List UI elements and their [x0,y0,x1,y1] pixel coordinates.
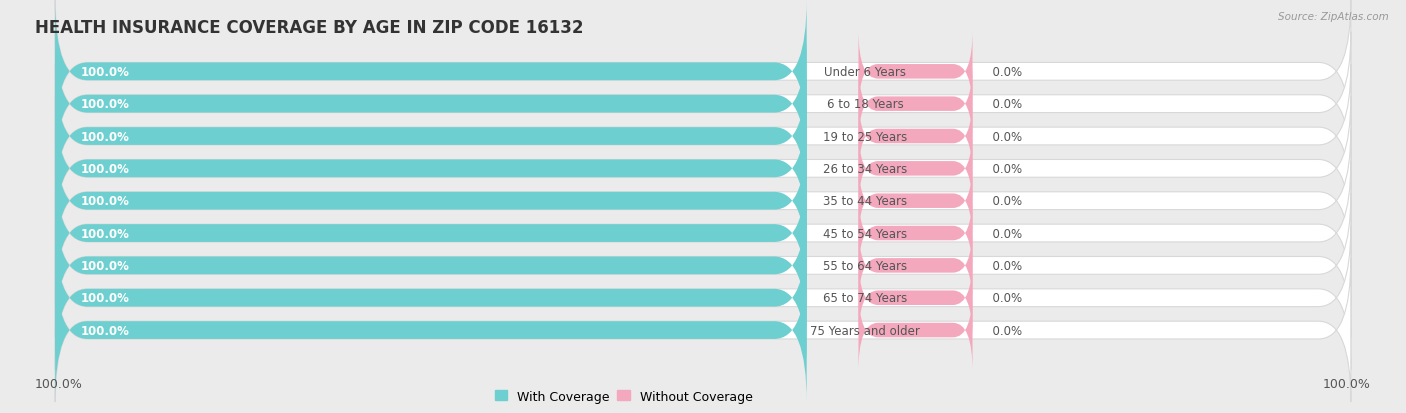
FancyBboxPatch shape [55,65,807,209]
Text: 100.0%: 100.0% [35,377,83,390]
Text: HEALTH INSURANCE COVERAGE BY AGE IN ZIP CODE 16132: HEALTH INSURANCE COVERAGE BY AGE IN ZIP … [35,19,583,36]
Text: 45 to 54 Years: 45 to 54 Years [823,227,907,240]
Text: 0.0%: 0.0% [986,292,1022,304]
Text: 35 to 44 Years: 35 to 44 Years [823,195,907,208]
FancyBboxPatch shape [859,95,973,178]
FancyBboxPatch shape [55,129,1351,273]
Text: 0.0%: 0.0% [986,227,1022,240]
Legend: With Coverage, Without Coverage: With Coverage, Without Coverage [495,390,752,403]
FancyBboxPatch shape [55,33,1351,176]
FancyBboxPatch shape [859,63,973,145]
Text: 65 to 74 Years: 65 to 74 Years [823,292,907,304]
Text: 19 to 25 Years: 19 to 25 Years [823,130,907,143]
FancyBboxPatch shape [55,161,807,305]
FancyBboxPatch shape [55,161,1351,305]
Text: 26 to 34 Years: 26 to 34 Years [823,162,907,176]
FancyBboxPatch shape [859,31,973,113]
Text: 0.0%: 0.0% [986,66,1022,78]
Text: 0.0%: 0.0% [986,162,1022,176]
Text: 55 to 64 Years: 55 to 64 Years [823,259,907,272]
FancyBboxPatch shape [55,0,807,144]
FancyBboxPatch shape [859,128,973,210]
Text: 0.0%: 0.0% [986,195,1022,208]
FancyBboxPatch shape [55,97,1351,241]
FancyBboxPatch shape [55,226,1351,370]
FancyBboxPatch shape [55,194,1351,337]
FancyBboxPatch shape [859,192,973,275]
Text: 0.0%: 0.0% [986,259,1022,272]
FancyBboxPatch shape [55,259,1351,402]
Text: 6 to 18 Years: 6 to 18 Years [827,98,903,111]
Text: 0.0%: 0.0% [986,324,1022,337]
FancyBboxPatch shape [55,33,807,176]
Text: 0.0%: 0.0% [986,130,1022,143]
FancyBboxPatch shape [55,259,807,402]
Text: 100.0%: 100.0% [82,66,129,78]
Text: 100.0%: 100.0% [82,324,129,337]
Text: 100.0%: 100.0% [1323,377,1371,390]
Text: 100.0%: 100.0% [82,130,129,143]
Text: 100.0%: 100.0% [82,162,129,176]
FancyBboxPatch shape [55,226,807,370]
Text: Under 6 Years: Under 6 Years [824,66,905,78]
FancyBboxPatch shape [55,97,807,241]
FancyBboxPatch shape [859,289,973,371]
FancyBboxPatch shape [55,0,1351,144]
FancyBboxPatch shape [859,225,973,307]
FancyBboxPatch shape [55,65,1351,209]
Text: Source: ZipAtlas.com: Source: ZipAtlas.com [1278,12,1389,22]
FancyBboxPatch shape [55,129,807,273]
Text: 100.0%: 100.0% [82,292,129,304]
Text: 0.0%: 0.0% [986,98,1022,111]
Text: 75 Years and older: 75 Years and older [810,324,920,337]
Text: 100.0%: 100.0% [82,259,129,272]
Text: 100.0%: 100.0% [82,195,129,208]
Text: 100.0%: 100.0% [82,98,129,111]
FancyBboxPatch shape [859,160,973,242]
FancyBboxPatch shape [859,257,973,339]
FancyBboxPatch shape [55,194,807,337]
Text: 100.0%: 100.0% [82,227,129,240]
